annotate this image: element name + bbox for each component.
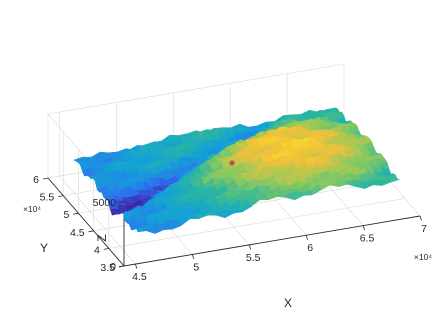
- y-tick-label: 4.5: [70, 227, 85, 239]
- x-axis-title: X: [284, 296, 292, 310]
- surface-patch: [73, 156, 86, 162]
- x-axis-exponent: ×10⁴: [414, 252, 432, 262]
- x-tick-mark: [248, 244, 252, 250]
- z-tick-mark: [118, 265, 125, 267]
- y-tick-label: 6: [33, 174, 39, 186]
- surface-marker: [229, 160, 235, 166]
- x-tick-label: 5.5: [246, 252, 261, 264]
- grid-line: [59, 175, 136, 265]
- x-tick-label: 6: [307, 242, 313, 254]
- x-tick-label: 7: [421, 223, 427, 235]
- grid-line: [47, 63, 345, 115]
- x-tick-label: 4.5: [132, 271, 147, 283]
- y-tick-mark: [58, 195, 64, 197]
- grid-line: [108, 198, 405, 249]
- x-tick-label: 6.5: [360, 233, 375, 245]
- y-tick-label: 5.5: [40, 192, 55, 204]
- x-tick-mark: [135, 263, 138, 269]
- y-tick-mark: [88, 230, 94, 233]
- z-tick-mark: [118, 201, 125, 203]
- y-tick-mark: [73, 212, 79, 215]
- z-axis-title: Z: [95, 234, 109, 241]
- x-tick-mark: [419, 215, 422, 221]
- y-tick-mark: [103, 248, 109, 250]
- x-tick-label: 5: [193, 261, 199, 273]
- y-axis-exponent: ×10⁴: [23, 204, 41, 214]
- surface-patch: [160, 134, 173, 144]
- terrain-surface: [73, 107, 401, 234]
- y-tick-label: 3.5: [100, 262, 115, 274]
- x-tick-mark: [305, 235, 309, 240]
- x-tick-mark: [191, 254, 195, 260]
- z-tick-label: 0: [110, 261, 116, 273]
- y-tick-label: 4: [94, 244, 100, 256]
- x-tick-mark: [362, 225, 365, 231]
- z-tick-label: 5000: [93, 197, 117, 209]
- y-tick-mark: [42, 177, 49, 180]
- y-axis-line: [47, 177, 125, 267]
- y-axis-title: Y: [40, 241, 48, 255]
- y-tick-label: 5: [64, 209, 70, 221]
- x-axis-line: [123, 215, 421, 267]
